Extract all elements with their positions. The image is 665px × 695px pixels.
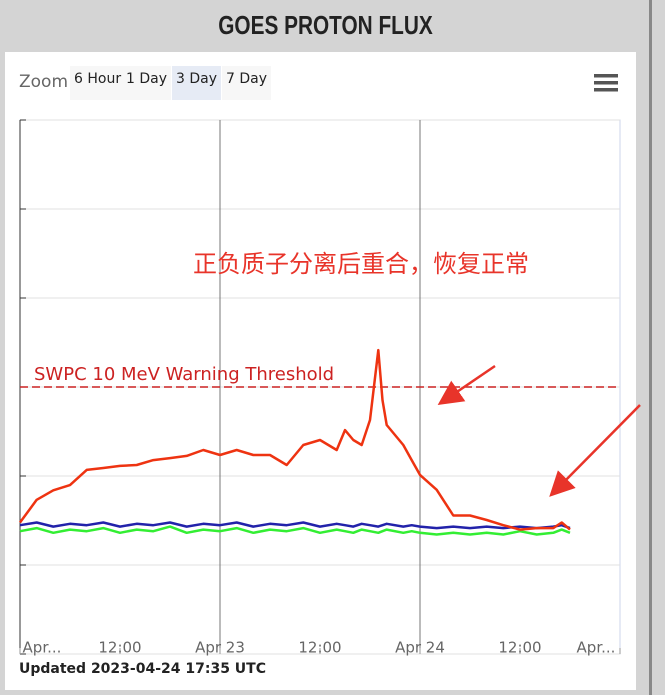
panel bbox=[5, 52, 636, 690]
annotation: 正负质子分离后重合，恢复正常 bbox=[193, 250, 529, 278]
series-line bbox=[19, 521, 571, 530]
arrow bbox=[549, 404, 641, 497]
x-tick-label: 12:00 bbox=[498, 639, 541, 657]
menu-icon[interactable] bbox=[594, 74, 620, 94]
updated-text: Updated 2023-04-24 17:35 UTC bbox=[19, 661, 266, 677]
x-tick-label: Apr 23 bbox=[195, 639, 245, 657]
zoom-button[interactable]: 3 Day bbox=[172, 66, 222, 100]
x-tick-label: Apr... bbox=[577, 639, 616, 657]
threshold-label: SWPC 10 MeV Warning Threshold bbox=[34, 364, 334, 385]
page-title: GOES PROTON FLUX bbox=[218, 10, 433, 40]
zoom-button[interactable]: 7 Day bbox=[222, 66, 272, 100]
x-tick-label: 12:00 bbox=[98, 639, 141, 657]
x-tick-label: Apr... bbox=[23, 639, 62, 657]
arrow bbox=[437, 364, 496, 406]
zoom-button[interactable]: 1 Day bbox=[122, 66, 172, 100]
border bbox=[649, 0, 652, 695]
series-line bbox=[18, 348, 571, 531]
x-tick-label: Apr 24 bbox=[395, 639, 445, 657]
zoom-label: Zoom bbox=[19, 72, 69, 92]
chart: Apr... 12:00 Apr 23 12:00 Apr 24 12:00 Apr... S… bbox=[18, 119, 641, 657]
x-tick-label: 12:00 bbox=[298, 639, 341, 657]
zoom-button[interactable]: 6 Hour bbox=[70, 66, 126, 100]
series-line bbox=[19, 525, 571, 536]
